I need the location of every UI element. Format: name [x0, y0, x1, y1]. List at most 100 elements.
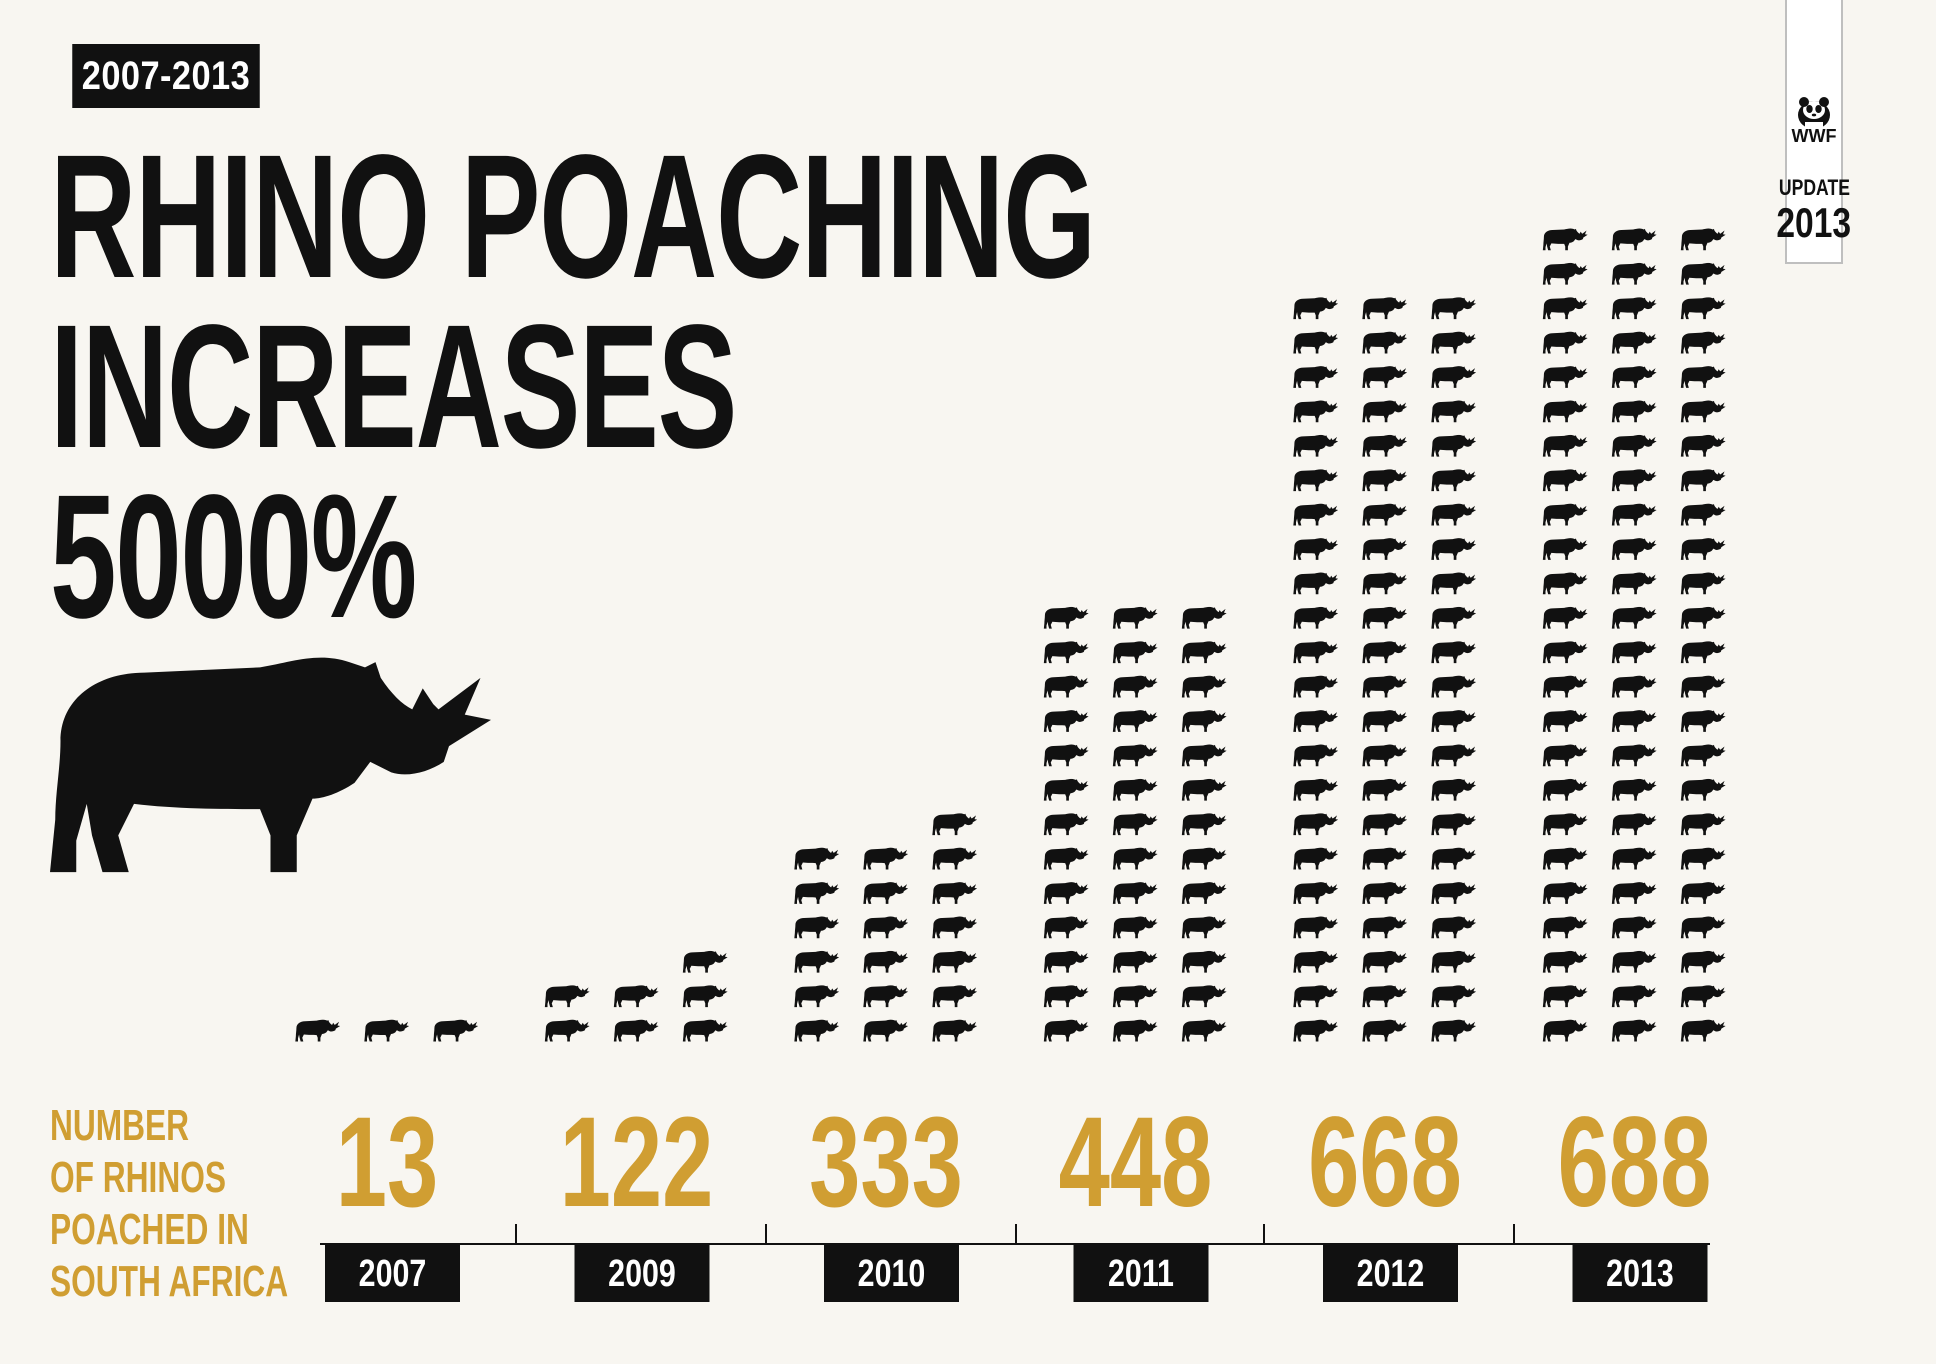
rhino-icon — [1542, 434, 1588, 457]
rhino-icon — [1542, 503, 1588, 526]
rhino-icon — [295, 1019, 341, 1042]
rhino-icon — [1431, 538, 1477, 560]
rhino-icon — [682, 1019, 728, 1042]
rhino-icon — [1680, 985, 1726, 1008]
rhino-icon — [794, 950, 840, 973]
rhino-icon — [1362, 606, 1408, 629]
year-box-2012 — [1323, 1245, 1458, 1302]
rhino-icon — [1362, 297, 1408, 320]
rhino-icon — [1112, 916, 1158, 939]
value-label-2010: 333 — [809, 1090, 963, 1233]
rhino-icon — [1181, 882, 1227, 904]
rhino-icon — [1112, 675, 1158, 698]
rhino-icon — [1680, 262, 1726, 285]
rhino-icon — [1611, 710, 1657, 732]
rhino-icon — [1611, 675, 1657, 698]
value-label-2012: 668 — [1308, 1090, 1462, 1233]
year-label-2010: 2010 — [858, 1253, 926, 1295]
rhino-icon — [1431, 916, 1477, 939]
rhino-icon — [1181, 950, 1227, 973]
rhino-icon — [1542, 813, 1588, 836]
rhino-icon — [1680, 847, 1726, 870]
year-label-2007: 2007 — [359, 1253, 427, 1295]
rhino-icon — [1362, 400, 1408, 423]
rhino-icon — [794, 882, 840, 904]
rhino-icon — [1431, 641, 1477, 664]
rhino-icon — [1362, 847, 1408, 870]
rhino-icon — [1542, 675, 1588, 698]
rhino-icon — [1611, 950, 1657, 973]
rhino-icon — [1431, 469, 1477, 492]
rhino-icon — [1680, 331, 1726, 354]
rhino-icon — [1611, 916, 1657, 939]
rhino-icon — [863, 916, 909, 939]
rhino-icon — [1542, 366, 1588, 388]
rhino-icon — [1431, 882, 1477, 904]
rhino-icon — [1293, 400, 1339, 423]
rhino-icon — [1542, 641, 1588, 664]
rhino-icon — [1680, 606, 1726, 629]
icon-stack-2012 — [1293, 297, 1477, 1042]
rhino-icon — [1112, 641, 1158, 664]
update-year: 2013 — [1776, 199, 1852, 246]
rhino-icon — [1293, 503, 1339, 526]
rhino-icon — [544, 985, 590, 1008]
rhino-icon — [1293, 297, 1339, 320]
rhino-icon — [794, 916, 840, 939]
rhino-icon — [1293, 985, 1339, 1008]
rhino-icon — [1431, 331, 1477, 354]
rhino-icon — [1181, 710, 1227, 732]
rhino-icon — [1293, 1019, 1339, 1042]
rhino-icon — [1362, 744, 1408, 767]
y-label-line-1: NUMBER — [50, 1101, 190, 1150]
rhino-icon — [1043, 778, 1089, 801]
rhino-icon — [1362, 641, 1408, 664]
rhino-icon — [1680, 710, 1726, 732]
rhino-icon — [1542, 400, 1588, 423]
rhino-icon — [1293, 434, 1339, 457]
rhino-icon — [1611, 606, 1657, 629]
value-label-2009: 122 — [560, 1090, 714, 1233]
rhino-icon — [1611, 366, 1657, 388]
rhino-icon — [1293, 744, 1339, 767]
rhino-icon — [1181, 813, 1227, 836]
rhino-icon — [1680, 778, 1726, 801]
y-label-line-4: SOUTH AFRICA — [50, 1257, 289, 1306]
rhino-icon — [1043, 813, 1089, 836]
rhino-icon — [1043, 675, 1089, 698]
rhino-icon — [1293, 675, 1339, 698]
rhino-icon — [1611, 228, 1657, 251]
rhino-icon — [1112, 744, 1158, 767]
rhino-icon — [1431, 950, 1477, 973]
rhino-icon — [1362, 366, 1408, 388]
value-label-2011: 448 — [1059, 1090, 1213, 1233]
rhino-icon — [1680, 641, 1726, 664]
year-range-badge: 2007-2013 — [72, 44, 260, 108]
rhino-icon — [932, 950, 978, 973]
y-label-line-3: POACHED IN — [50, 1205, 249, 1254]
rhino-icon — [1362, 675, 1408, 698]
rhino-icon — [433, 1019, 479, 1042]
rhino-icon — [1680, 813, 1726, 836]
chart-y-label: NUMBER OF RHINOS POACHED IN SOUTH AFRICA — [50, 1100, 288, 1308]
icon-stack-2007 — [295, 1019, 479, 1042]
rhino-icon — [932, 882, 978, 904]
rhino-icon — [1431, 778, 1477, 801]
rhino-icon — [1431, 572, 1477, 595]
rhino-icon — [1542, 1019, 1588, 1042]
rhino-icon — [932, 813, 978, 836]
rhino-icon — [1542, 297, 1588, 320]
icon-stack-2013 — [1542, 228, 1726, 1042]
rhino-icon — [1611, 813, 1657, 836]
rhino-icon — [1611, 1019, 1657, 1042]
rhino-icon — [1181, 744, 1227, 767]
rhino-icon — [1362, 538, 1408, 560]
rhino-icon — [1611, 469, 1657, 492]
rhino-icon — [1043, 847, 1089, 870]
rhino-icon — [1362, 985, 1408, 1008]
rhino-icon — [1680, 297, 1726, 320]
year-box-2007 — [325, 1245, 460, 1302]
rhino-icon — [1680, 538, 1726, 560]
headline-line-2: INCREASES — [50, 289, 737, 485]
rhino-icon — [1431, 675, 1477, 698]
